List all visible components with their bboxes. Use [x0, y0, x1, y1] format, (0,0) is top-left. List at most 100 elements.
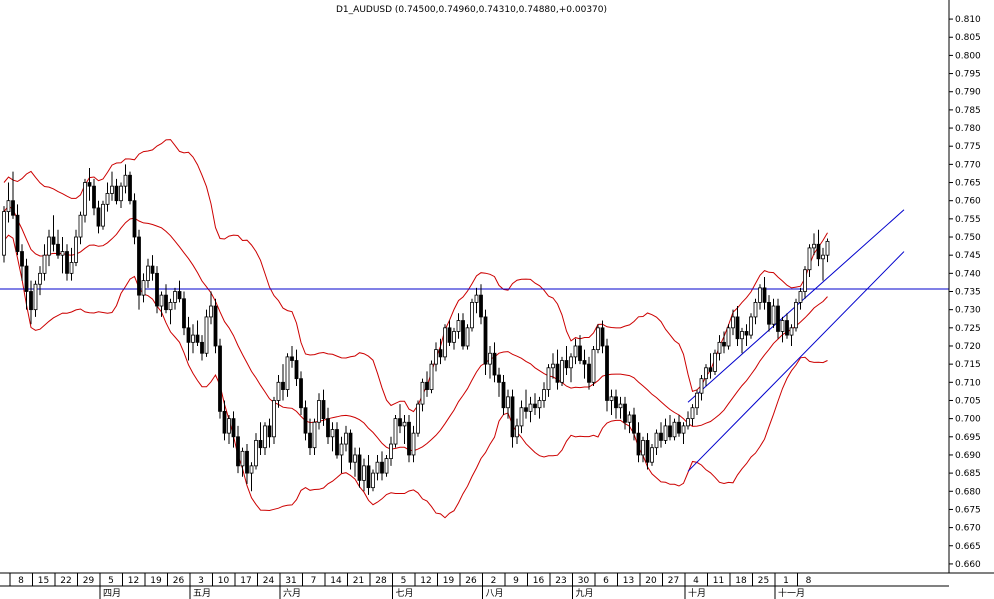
candle-body [227, 418, 231, 434]
candle [384, 454, 389, 477]
candle-body [411, 432, 416, 456]
candle-body [659, 432, 663, 441]
candle [303, 400, 308, 441]
x-tick-label: 5 [108, 576, 114, 586]
candle-body [434, 349, 438, 365]
y-tick-label: 0.790 [955, 88, 981, 98]
month-label: 七月 [396, 588, 414, 599]
candle-body [636, 432, 641, 456]
candle [425, 371, 429, 397]
candle [299, 371, 303, 415]
y-tick-label: 0.730 [955, 306, 981, 316]
x-tick-label: 19 [443, 576, 455, 586]
candle [272, 396, 276, 445]
candle-body [69, 262, 74, 274]
candle-body [744, 331, 749, 336]
candle [258, 422, 263, 455]
candle [218, 338, 222, 419]
candle-body [281, 381, 285, 390]
x-tick-label: 2 [491, 576, 497, 586]
candle-body [290, 356, 294, 361]
candle-body [132, 200, 137, 238]
candle [762, 276, 767, 310]
candle [15, 204, 20, 256]
candle-body [758, 287, 762, 303]
candle-body [402, 421, 407, 427]
candle [681, 422, 686, 445]
candle [825, 238, 830, 263]
candle [137, 229, 141, 310]
candle [285, 353, 290, 397]
candle [429, 360, 434, 394]
candle [344, 425, 348, 452]
candle-body [15, 214, 20, 252]
x-axis: 8 15 22 29 5 12 19 26 3 10 17 24 31 7 14 21 28 5 12 19 26 2 9 1… [9, 573, 812, 599]
candle [465, 324, 470, 350]
candle [623, 396, 627, 430]
candle-body [272, 400, 276, 438]
candle-body [708, 367, 713, 372]
candle-body [146, 265, 150, 282]
band-lower [3, 234, 828, 519]
candle-body [807, 247, 812, 271]
x-tick-label: 8 [806, 576, 812, 586]
candle [479, 284, 483, 325]
candle [393, 414, 398, 448]
y-tick-label: 0.725 [955, 324, 981, 334]
candle [767, 295, 771, 332]
candle [65, 244, 69, 281]
candle [366, 454, 371, 495]
candle-body [717, 341, 722, 354]
candle [231, 411, 236, 448]
candle [29, 280, 33, 325]
candle-body [294, 360, 299, 380]
candle [92, 178, 96, 216]
y-tick-label: 0.775 [955, 142, 981, 152]
candle-body [204, 316, 209, 354]
candle-body [429, 363, 434, 390]
x-tick-label: 18 [735, 576, 747, 586]
candle [569, 353, 573, 383]
candle-body [605, 345, 609, 401]
candle-body [551, 363, 555, 369]
x-tick-label: 16 [533, 576, 545, 586]
candle-body [249, 465, 254, 474]
y-tick-label: 0.690 [955, 451, 981, 461]
candle [551, 353, 555, 379]
candle [155, 266, 159, 314]
candle [677, 414, 681, 437]
candle [605, 338, 609, 412]
candle-body [812, 243, 816, 249]
candle-body [339, 443, 344, 456]
candle [497, 367, 501, 397]
candle [654, 429, 659, 455]
candle [159, 291, 164, 317]
candle-body [767, 301, 771, 325]
candle-body [137, 236, 141, 296]
candle [74, 229, 78, 267]
candle [771, 298, 776, 328]
candle-body [686, 418, 690, 427]
y-tick-label: 0.665 [955, 542, 981, 552]
candle [510, 389, 515, 448]
candle-body [155, 272, 159, 307]
candle [821, 247, 825, 281]
candle [204, 309, 209, 357]
candle-body [51, 236, 56, 245]
candle [501, 375, 506, 415]
candle-body [398, 418, 402, 427]
candle-body [200, 341, 204, 354]
candle [443, 324, 447, 361]
candle-body [528, 403, 533, 412]
candle-body [645, 440, 650, 463]
candle [749, 313, 753, 339]
candle-body [240, 450, 245, 467]
month-label: 九月 [576, 588, 594, 599]
candle [542, 382, 546, 408]
candle-body [348, 432, 353, 463]
candle [488, 345, 492, 379]
x-tick-label: 21 [353, 576, 364, 586]
candle-body [623, 403, 627, 423]
x-tick-label: 26 [465, 576, 477, 586]
